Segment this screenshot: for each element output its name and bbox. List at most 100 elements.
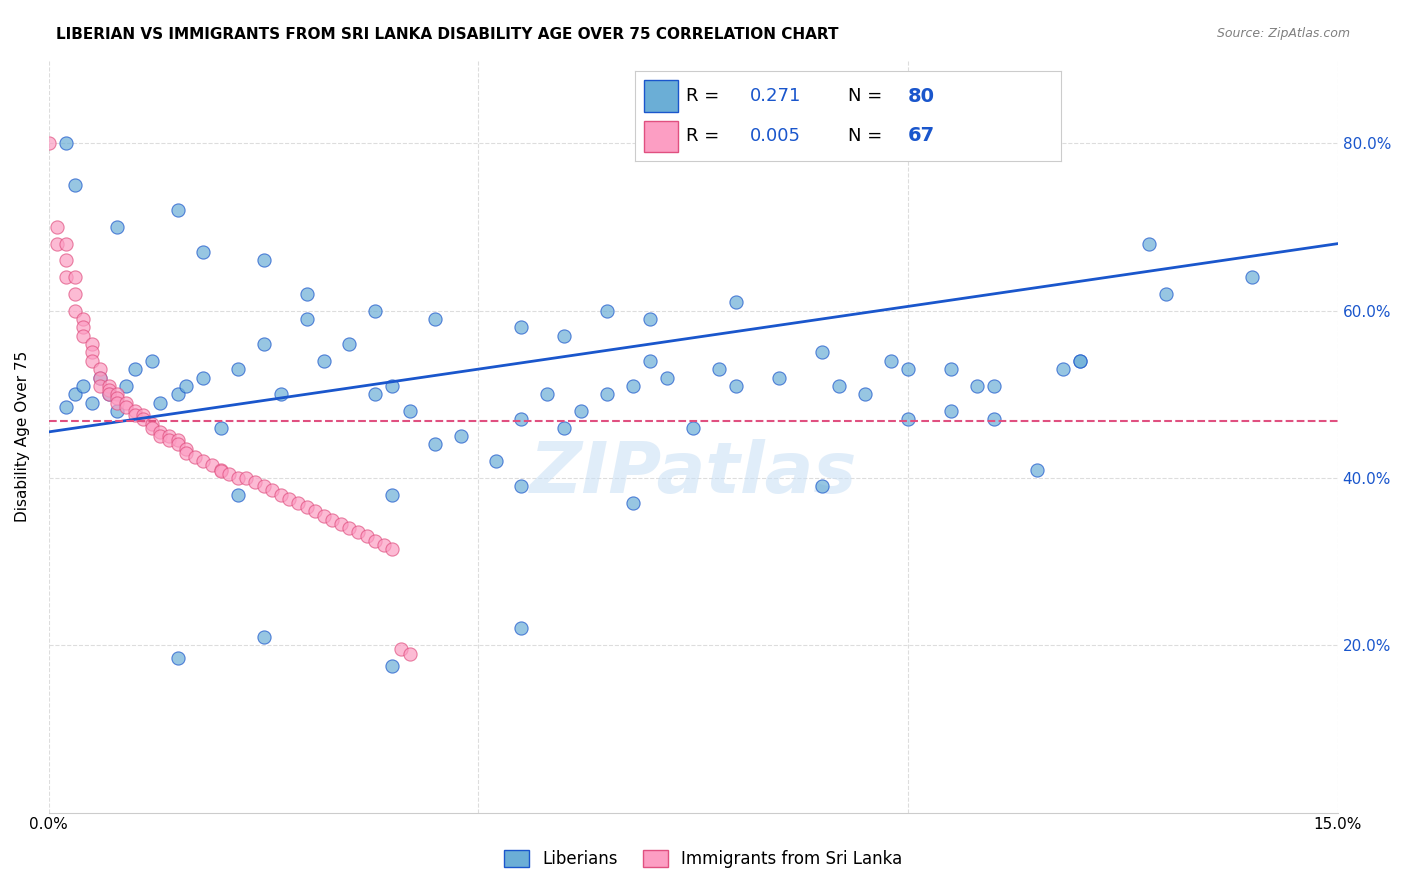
Point xyxy=(55,270,77,285)
Point xyxy=(381,659,404,673)
Point xyxy=(510,622,533,636)
Point xyxy=(295,286,318,301)
Point xyxy=(63,387,86,401)
Text: LIBERIAN VS IMMIGRANTS FROM SRI LANKA DISABILITY AGE OVER 75 CORRELATION CHART: LIBERIAN VS IMMIGRANTS FROM SRI LANKA DI… xyxy=(56,27,839,42)
Point xyxy=(853,387,876,401)
Point xyxy=(124,362,146,376)
Point xyxy=(55,253,77,268)
Point xyxy=(46,219,69,234)
Point xyxy=(89,362,111,376)
Point xyxy=(226,488,249,502)
Point xyxy=(193,245,215,260)
Point xyxy=(287,496,309,510)
Point xyxy=(983,412,1005,426)
Point xyxy=(657,370,679,384)
Point xyxy=(983,379,1005,393)
Text: Source: ZipAtlas.com: Source: ZipAtlas.com xyxy=(1216,27,1350,40)
Point xyxy=(80,395,103,409)
Point xyxy=(425,437,447,451)
Point xyxy=(209,464,232,478)
Point xyxy=(149,395,172,409)
Point xyxy=(536,387,558,401)
Point xyxy=(339,521,361,535)
Point xyxy=(193,454,215,468)
Point xyxy=(510,412,533,426)
Point xyxy=(828,379,851,393)
Point xyxy=(166,434,188,448)
Point xyxy=(596,303,619,318)
Point xyxy=(768,370,790,384)
Point xyxy=(811,345,834,359)
Point xyxy=(174,442,197,456)
Point xyxy=(381,488,404,502)
Point xyxy=(63,286,86,301)
Point xyxy=(381,541,404,556)
Point xyxy=(72,328,94,343)
Point xyxy=(107,395,129,409)
Point xyxy=(707,362,730,376)
Point xyxy=(510,320,533,334)
Text: ZIPatlas: ZIPatlas xyxy=(530,439,856,508)
Point xyxy=(141,417,163,431)
Point xyxy=(46,236,69,251)
Point xyxy=(89,370,111,384)
Point xyxy=(157,434,180,448)
Point xyxy=(72,312,94,326)
Point xyxy=(63,178,86,192)
Point xyxy=(939,362,962,376)
Point xyxy=(141,420,163,434)
Point xyxy=(1154,286,1177,301)
Point xyxy=(226,471,249,485)
Point xyxy=(1025,462,1047,476)
Point xyxy=(80,337,103,351)
Point xyxy=(63,303,86,318)
Point xyxy=(107,387,129,401)
Point xyxy=(966,379,988,393)
Point xyxy=(141,353,163,368)
Point xyxy=(115,395,138,409)
Point xyxy=(1137,236,1160,251)
Point xyxy=(115,400,138,414)
Point xyxy=(243,475,266,489)
Point xyxy=(1052,362,1074,376)
Y-axis label: Disability Age Over 75: Disability Age Over 75 xyxy=(15,351,30,522)
Point xyxy=(811,479,834,493)
Point xyxy=(278,491,301,506)
Point xyxy=(364,533,387,548)
Point xyxy=(55,400,77,414)
Point xyxy=(880,353,903,368)
Point xyxy=(621,379,644,393)
Point xyxy=(398,404,420,418)
Point xyxy=(347,525,370,540)
Point xyxy=(939,404,962,418)
Point xyxy=(209,462,232,476)
Point xyxy=(321,513,343,527)
Point xyxy=(252,337,274,351)
Point xyxy=(329,516,352,531)
Legend: Liberians, Immigrants from Sri Lanka: Liberians, Immigrants from Sri Lanka xyxy=(498,843,908,875)
Point xyxy=(193,370,215,384)
Point xyxy=(553,420,575,434)
Point xyxy=(389,642,412,657)
Point xyxy=(553,328,575,343)
Point xyxy=(897,362,920,376)
Point xyxy=(184,450,207,464)
Point xyxy=(226,362,249,376)
Point xyxy=(89,379,111,393)
Point xyxy=(166,387,188,401)
Point xyxy=(621,496,644,510)
Point xyxy=(312,353,335,368)
Point xyxy=(55,136,77,151)
Point xyxy=(89,370,111,384)
Point xyxy=(295,500,318,515)
Point xyxy=(252,253,274,268)
Point xyxy=(638,353,661,368)
Point xyxy=(97,387,120,401)
Point xyxy=(115,379,138,393)
Point xyxy=(149,429,172,443)
Point xyxy=(295,312,318,326)
Point xyxy=(725,295,748,310)
Point xyxy=(157,429,180,443)
Point xyxy=(235,471,257,485)
Point xyxy=(304,504,326,518)
